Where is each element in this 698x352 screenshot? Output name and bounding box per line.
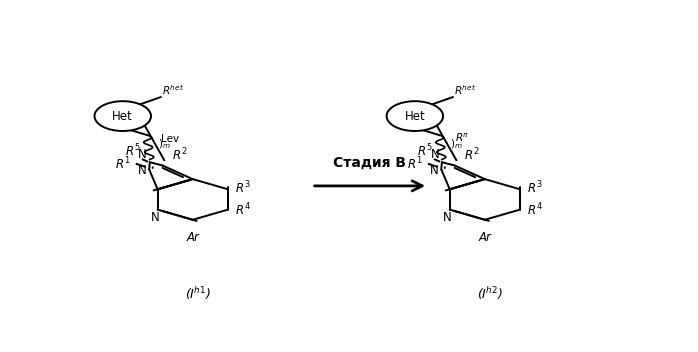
Text: Стадия В: Стадия В: [334, 156, 406, 170]
Text: Ar: Ar: [186, 231, 199, 244]
Text: $R^2$: $R^2$: [172, 147, 188, 163]
Text: $R^3$: $R^3$: [527, 180, 542, 196]
Text: $R^4$: $R^4$: [527, 201, 543, 218]
Text: )$_m$: )$_m$: [450, 138, 463, 151]
Text: Lev: Lev: [161, 134, 179, 144]
Text: $R^{het}$: $R^{het}$: [162, 83, 184, 96]
Text: $R^3$: $R^3$: [235, 180, 251, 196]
Text: N: N: [443, 211, 452, 224]
Text: $R^1$: $R^1$: [114, 156, 131, 172]
Ellipse shape: [387, 101, 443, 131]
Text: $R^5$: $R^5$: [417, 142, 432, 159]
Text: $R^{\pi}$: $R^{\pi}$: [455, 132, 469, 144]
Text: $R^5$: $R^5$: [124, 142, 140, 159]
Text: N: N: [431, 148, 439, 161]
Text: $R^2$: $R^2$: [464, 147, 480, 163]
Text: N: N: [138, 148, 147, 161]
Text: Het: Het: [112, 109, 133, 122]
Text: )$_m$: )$_m$: [158, 138, 170, 151]
Text: $R^1$: $R^1$: [407, 156, 422, 172]
Text: N: N: [151, 211, 159, 224]
Text: $R^4$: $R^4$: [235, 201, 251, 218]
Text: N: N: [430, 164, 438, 177]
Text: Ar: Ar: [478, 231, 491, 244]
Text: Het: Het: [404, 109, 425, 122]
Text: N: N: [138, 164, 147, 177]
Text: $R^{het}$: $R^{het}$: [454, 83, 477, 96]
Ellipse shape: [94, 101, 151, 131]
Text: (I$^{h2}$): (I$^{h2}$): [477, 285, 503, 302]
Text: (I$^{h1}$): (I$^{h1}$): [185, 285, 211, 302]
